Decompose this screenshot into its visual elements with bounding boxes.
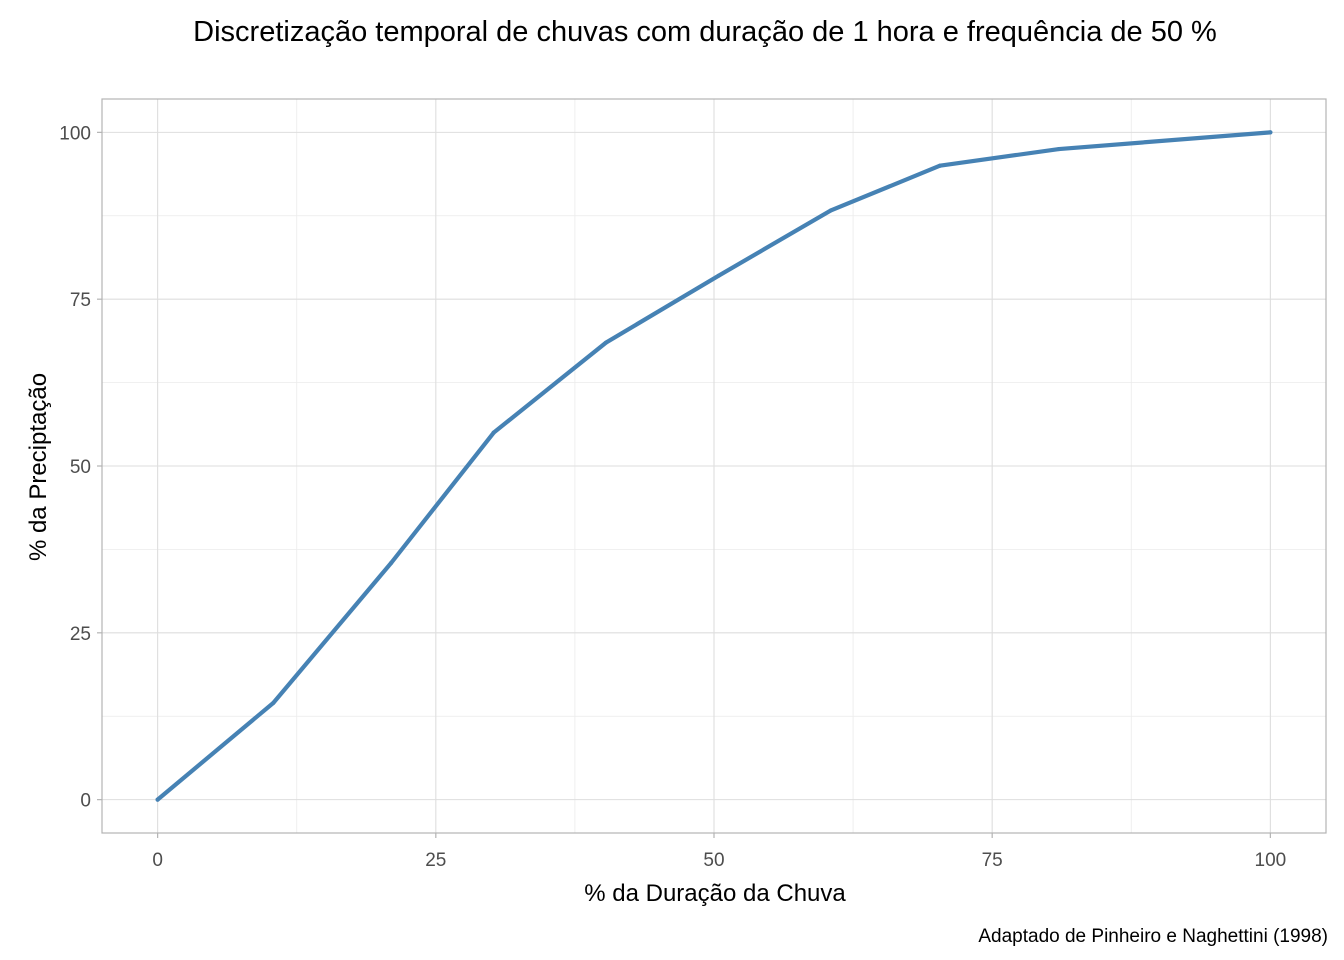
x-tick-label: 75: [982, 850, 1003, 871]
data-point: [603, 340, 609, 345]
y-axis-title: % da Preciptação: [25, 373, 52, 561]
series-line: [155, 130, 1273, 802]
y-tick-label: 50: [70, 457, 91, 478]
grid-lines: [102, 99, 1326, 833]
x-tick-label: 0: [152, 850, 163, 871]
data-point: [389, 560, 394, 565]
axis-ticks: 0 25 50 75 100 0 25 50 75 100: [59, 123, 1286, 871]
y-tick-label: 75: [70, 290, 91, 311]
data-point: [828, 208, 833, 213]
y-tick-label: 0: [80, 791, 91, 812]
chart-caption: Adaptado de Pinheiro e Naghettini (1998): [978, 926, 1328, 947]
x-tick-label: 100: [1255, 850, 1287, 871]
x-tick-label: 25: [425, 850, 446, 871]
chart-title: Discretização temporal de chuvas com dur…: [193, 16, 1217, 48]
y-tick-label: 100: [59, 123, 91, 144]
x-tick-label: 50: [703, 850, 724, 871]
data-point: [1268, 130, 1273, 135]
data-point: [716, 273, 721, 278]
x-axis-title: % da Duração da Chuva: [584, 880, 846, 907]
data-point: [271, 700, 276, 705]
data-point: [937, 163, 942, 168]
data-point: [155, 797, 160, 802]
y-tick-label: 25: [70, 624, 91, 645]
series-vertices: [155, 130, 1273, 802]
data-point: [1056, 146, 1062, 152]
data-point: [491, 430, 496, 435]
